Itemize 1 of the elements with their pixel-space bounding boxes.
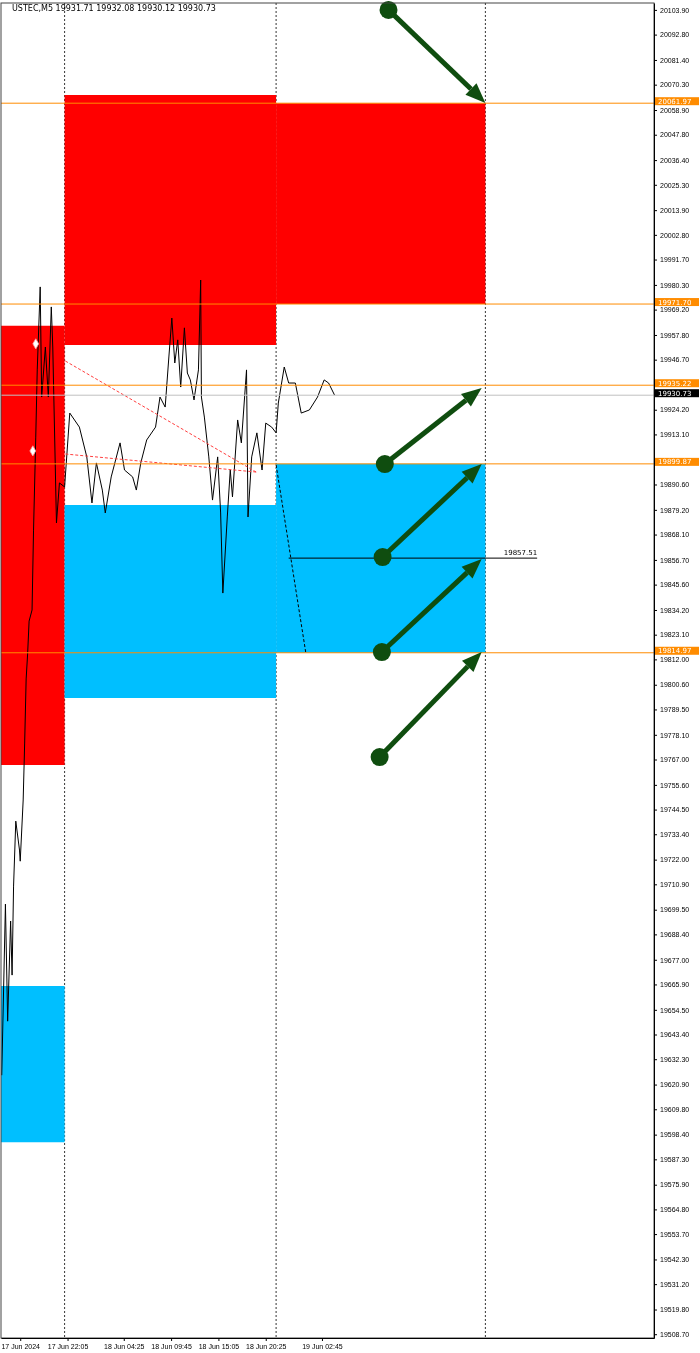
chart-title: USTEC,M5 19931.71 19932.08 19930.12 19930.73 — [12, 4, 216, 13]
